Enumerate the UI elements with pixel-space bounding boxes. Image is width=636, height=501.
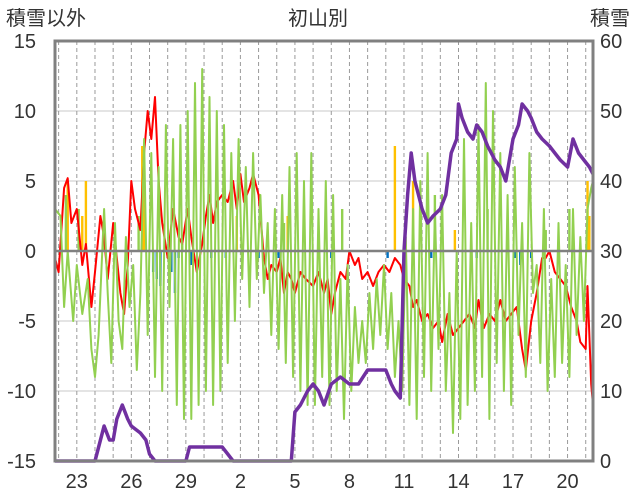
precip-bar <box>544 230 547 251</box>
precip-bar <box>66 181 69 251</box>
precip-bar <box>340 209 344 251</box>
precip-bar <box>513 251 517 258</box>
x-tick-label: 20 <box>556 471 578 493</box>
green-series-line <box>54 68 594 434</box>
x-tick-label: 11 <box>394 471 415 493</box>
left-tick-label: 5 <box>25 171 36 193</box>
precip-bar <box>137 216 140 251</box>
precip-bar <box>277 251 280 258</box>
x-tick-label: 29 <box>175 471 197 493</box>
x-tick-label: 5 <box>289 471 300 493</box>
x-tick-label: 17 <box>502 471 524 493</box>
left-tick-label: -15 <box>7 451 36 473</box>
right-tick-label: 0 <box>600 451 611 473</box>
precip-bar <box>386 251 389 258</box>
left-axis-label: 積雪以外 <box>6 7 86 30</box>
x-tick-label: 2 <box>235 471 246 493</box>
precip-bar <box>588 216 591 251</box>
right-axis-label: 積雪 <box>590 7 630 30</box>
precip-bar <box>430 251 433 258</box>
x-tick-label: 14 <box>447 471 469 493</box>
left-tick-label: -5 <box>18 311 36 333</box>
left-tick-label: -10 <box>7 381 36 403</box>
x-tick-label: 23 <box>66 471 88 493</box>
x-tick-label: 26 <box>120 471 142 493</box>
precip-bar <box>190 251 193 265</box>
precip-bar <box>453 230 457 251</box>
precip-bar <box>81 216 84 251</box>
x-tick-label: 8 <box>344 471 355 493</box>
right-tick-label: 50 <box>600 101 622 123</box>
right-tick-label: 20 <box>600 311 622 333</box>
plot-area-frame <box>53 39 595 463</box>
left-tick-label: 15 <box>14 31 36 53</box>
right-tick-label: 60 <box>600 31 622 53</box>
right-tick-label: 30 <box>600 241 622 263</box>
precip-bar <box>84 181 88 251</box>
left-tick-label: 0 <box>25 241 36 263</box>
precip-bar <box>64 195 68 251</box>
right-tick-label: 10 <box>600 381 622 403</box>
precip-bar <box>393 146 397 251</box>
left-tick-label: 10 <box>14 101 36 123</box>
precip-bar <box>142 181 146 251</box>
precip-bar <box>568 209 571 251</box>
tick-labels: -15 -10 -5 0 5 10 15 0 10 20 30 40 50 60 23 26 29 2 5 8 11 14… <box>7 31 622 493</box>
right-tick-label: 40 <box>600 171 622 193</box>
chart-title: 初山別 <box>288 7 348 30</box>
